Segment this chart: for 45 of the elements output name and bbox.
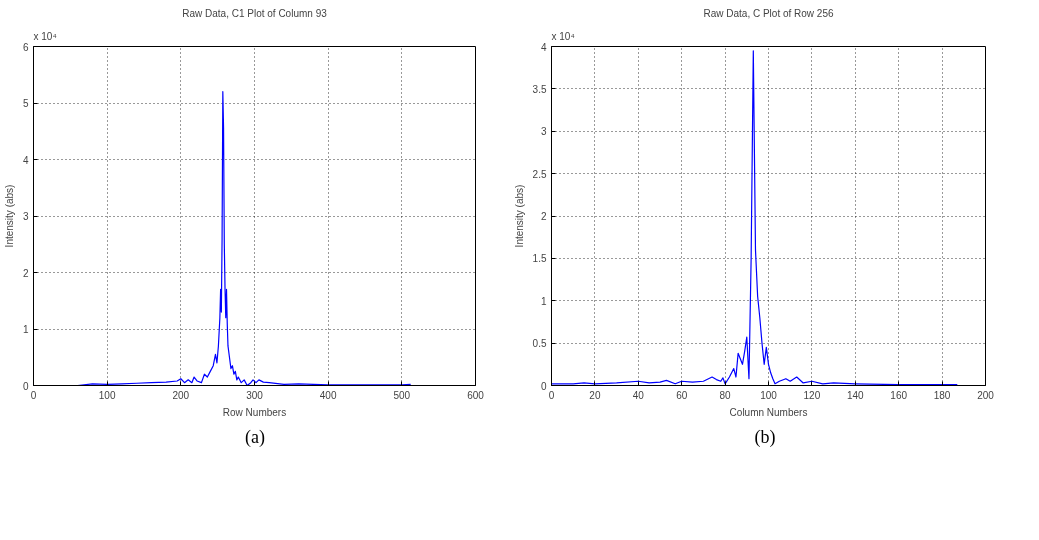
- y-tick-label: 4: [540, 41, 547, 53]
- x-tick-label: 180: [933, 389, 951, 401]
- x-tick-label: 0: [30, 389, 37, 401]
- x-tick-label: 200: [977, 389, 995, 401]
- x-tick-label: 0: [548, 389, 555, 401]
- y-tick-label: 0: [540, 380, 547, 392]
- x-axis-title: Column Numbers: [729, 406, 808, 418]
- x-tick-label: 40: [632, 389, 645, 401]
- y-tick-label: 4: [22, 154, 29, 166]
- y-tick-label: 2.5: [532, 168, 547, 180]
- y-tick-label: 1: [22, 324, 29, 335]
- x-tick-label: 80: [719, 389, 732, 401]
- y-tick-label: 0.5: [532, 338, 547, 350]
- x-tick-label: 160: [890, 389, 908, 401]
- x-tick-label: 400: [319, 389, 337, 401]
- chart-title: Raw Data, C Plot of Row 256: [703, 7, 834, 19]
- y-tick-label: 0: [22, 380, 29, 392]
- x-tick-label: 300: [246, 389, 264, 401]
- text: x 10⁴: [551, 30, 575, 42]
- y-tick-label: 2: [540, 211, 547, 222]
- text: x 10⁴: [33, 30, 57, 42]
- y-tick-label: 1: [540, 295, 547, 307]
- y-tick-label: 3.5: [532, 83, 547, 95]
- y-tick-label: 3: [22, 211, 29, 222]
- x-tick-label: 100: [98, 389, 116, 401]
- y-tick-label: 6: [22, 41, 29, 53]
- text: (a): [245, 426, 265, 449]
- y-tick-label: 3: [540, 126, 547, 138]
- y-tick-label: 1.5: [532, 253, 547, 265]
- x-tick-label: 140: [846, 389, 865, 401]
- y-axis-title: Intensity (abs): [3, 184, 15, 248]
- x-axis-title: Row Numbers: [222, 406, 287, 418]
- y-tick-label: 2: [22, 267, 29, 279]
- chart-title: Raw Data, C1 Plot of Column 93: [182, 7, 328, 19]
- x-tick-label: 20: [589, 389, 601, 401]
- x-tick-label: 120: [803, 389, 821, 401]
- text: (b): [754, 426, 776, 449]
- x-tick-label: 60: [676, 389, 688, 401]
- x-tick-label: 500: [393, 389, 411, 401]
- x-tick-label: 200: [172, 389, 190, 401]
- line-series: [551, 50, 958, 386]
- x-tick-label: 600: [467, 389, 485, 401]
- y-axis-title: Intensity (abs): [513, 184, 525, 248]
- x-tick-label: 100: [760, 389, 778, 401]
- y-tick-label: 5: [22, 98, 29, 109]
